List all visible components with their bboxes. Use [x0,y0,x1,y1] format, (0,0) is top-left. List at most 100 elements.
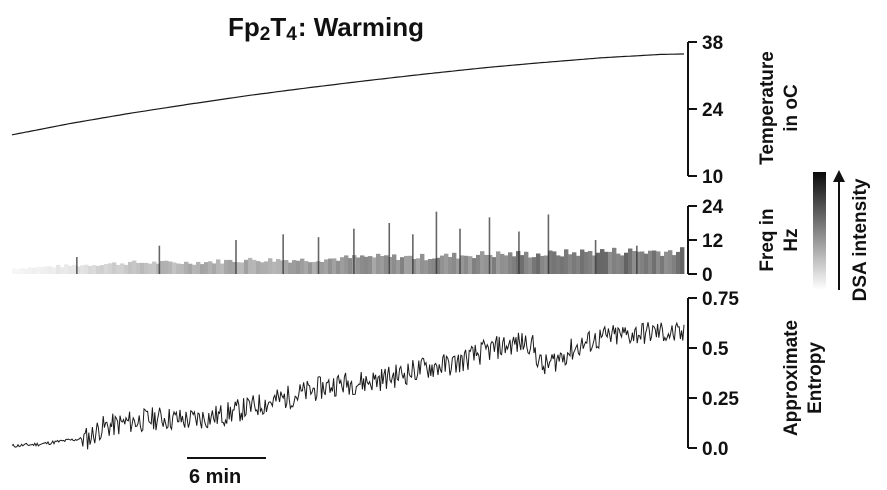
dsa-cell [92,265,97,274]
dsa-cell [164,260,169,274]
dsa-cell [544,255,549,274]
dsa-cell [20,268,25,274]
dsa-cell [184,261,189,274]
dsa-tick-label-1: 12 [702,231,723,252]
dsa-cell [664,251,669,274]
dsa-cell [132,260,137,274]
dsa-cell [652,250,657,274]
dsa-cell [632,251,637,274]
dsa-cell [620,255,625,274]
dsa-cell [552,251,557,274]
dsa-cell [656,251,661,274]
dsa-cell [492,257,497,274]
entropy-ylabel-line-2: Entropy [805,342,826,414]
dsa-cell [320,262,325,274]
dsa-cell [524,251,529,274]
dsa-cell [200,264,205,274]
temperature-tick-label-2: 38 [702,33,723,54]
dsa-cell [104,264,109,274]
dsa-cell [80,265,85,274]
dsa-cell [676,251,681,274]
temperature-tick-label-1: 24 [702,100,724,121]
dsa-cell [384,255,389,274]
entropy-tick-label-3: 0.75 [702,289,739,310]
dsa-cell [560,256,565,274]
dsa-cell [44,266,49,274]
dsa-cell [356,257,361,274]
time-scalebar: 6 min [187,457,266,488]
title-sub-1: 2 [259,24,271,45]
entropy-tick-label-1: 0.25 [702,389,739,410]
dsa-cell [108,263,113,274]
dsa-cell [408,255,413,274]
dsa-cell [452,252,457,274]
dsa-cell [436,257,441,274]
dsa-cell [556,255,561,274]
dsa-ylabel-line-1: Freq in [757,208,778,271]
dsa-cell [152,261,157,274]
entropy-ticks: 0.0 0.25 0.5 0.75 [688,289,739,460]
dsa-cell [72,264,77,274]
dsa-cell [636,251,641,274]
dsa-cell [248,257,253,274]
dsa-cell [24,268,29,274]
dsa-cell [348,258,353,274]
entropy-tick-label-2: 0.5 [702,339,729,360]
dsa-cell [420,253,425,274]
dsa-cell [336,260,341,274]
dsa-intensity-arrowhead [833,170,845,182]
dsa-cell [456,258,461,274]
dsa-cell [12,268,17,274]
dsa-cell [304,261,309,274]
dsa-cell [308,262,313,274]
dsa-cell [148,263,153,274]
dsa-cell [300,258,305,274]
temperature-ylabel-line-1: Temperature [757,51,778,165]
dsa-cell [412,259,417,274]
dsa-cell [56,264,61,274]
dsa-cell [312,262,317,274]
dsa-cell [292,260,297,274]
dsa-cell [76,266,81,274]
dsa-cell [600,249,605,274]
dsa-cell [512,256,517,274]
dsa-cell [88,266,93,274]
dsa-cell [660,255,665,274]
dsa-cell [540,255,545,274]
dsa-cell [596,252,601,274]
dsa-cell [204,262,209,274]
dsa-cell [180,264,185,274]
dsa-cell [360,255,365,274]
dsa-cell [592,255,597,274]
temperature-series-line [11,53,684,136]
dsa-colorbar-label: DSA intensity [850,178,871,301]
dsa-cell [216,259,221,274]
dsa-cell [468,256,473,274]
dsa-cell [388,257,393,274]
dsa-cell [648,250,653,274]
dsa-cell [96,265,101,274]
dsa-cell [116,264,121,274]
dsa-cell [444,253,449,274]
dsa-cell [136,262,141,274]
entropy-ylabel-line-1: Approximate [781,320,802,436]
dsa-cell [176,263,181,274]
dsa-cell [380,256,385,274]
title-sub-2: 4 [286,24,297,45]
dsa-cell [68,265,73,274]
dsa-cell [500,253,505,274]
dsa-cell [376,253,381,274]
dsa-cell [264,261,269,274]
dsa-cell [364,256,369,274]
dsa-cell [624,252,629,274]
dsa-cell [616,253,621,274]
dsa-cell [432,258,437,274]
dsa-cell [400,257,405,274]
dsa-cell [528,257,533,274]
dsa-cell [480,251,485,274]
dsa-cell [472,258,477,274]
dsa-cell [28,267,33,274]
dsa-cell [40,267,45,274]
entropy-tick-label-0: 0.0 [702,439,728,460]
